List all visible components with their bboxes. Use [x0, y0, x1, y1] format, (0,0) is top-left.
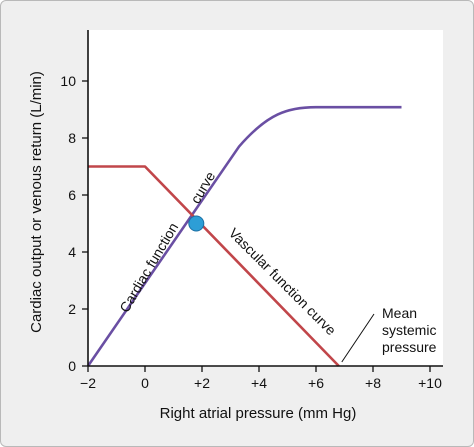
- y-tick-label: 10: [60, 73, 76, 89]
- cardiac-function-curve: [86, 105, 402, 367]
- x-tick-label: +2: [194, 375, 210, 391]
- x-axis-title: Right atrial pressure (mm Hg): [160, 405, 357, 422]
- y-axis-title: Cardiac output or venous return (L/min): [28, 71, 45, 333]
- y-tick-label: 2: [68, 301, 76, 317]
- annotation-pressure: pressure: [382, 339, 437, 355]
- y-tick-label: 8: [68, 130, 76, 146]
- x-tick-label: +4: [251, 375, 267, 391]
- y-tick-label: 4: [68, 244, 76, 260]
- x-tick-label: −2: [80, 375, 96, 391]
- series-layer: [86, 105, 402, 367]
- y-tick-label: 6: [68, 187, 76, 203]
- intersection-point: [188, 215, 205, 232]
- x-tick-label: 0: [141, 375, 149, 391]
- annotation-systemic: systemic: [382, 322, 436, 338]
- annotation-leader-line: [341, 313, 375, 363]
- x-tick-label: +8: [365, 375, 381, 391]
- annotation-mean: Mean: [382, 305, 417, 321]
- x-tick-label: +10: [418, 375, 442, 391]
- plot-area: [88, 30, 443, 366]
- x-tick-label: +6: [308, 375, 324, 391]
- vascular-function-curve: [88, 165, 340, 367]
- y-tick-label: 0: [68, 358, 76, 374]
